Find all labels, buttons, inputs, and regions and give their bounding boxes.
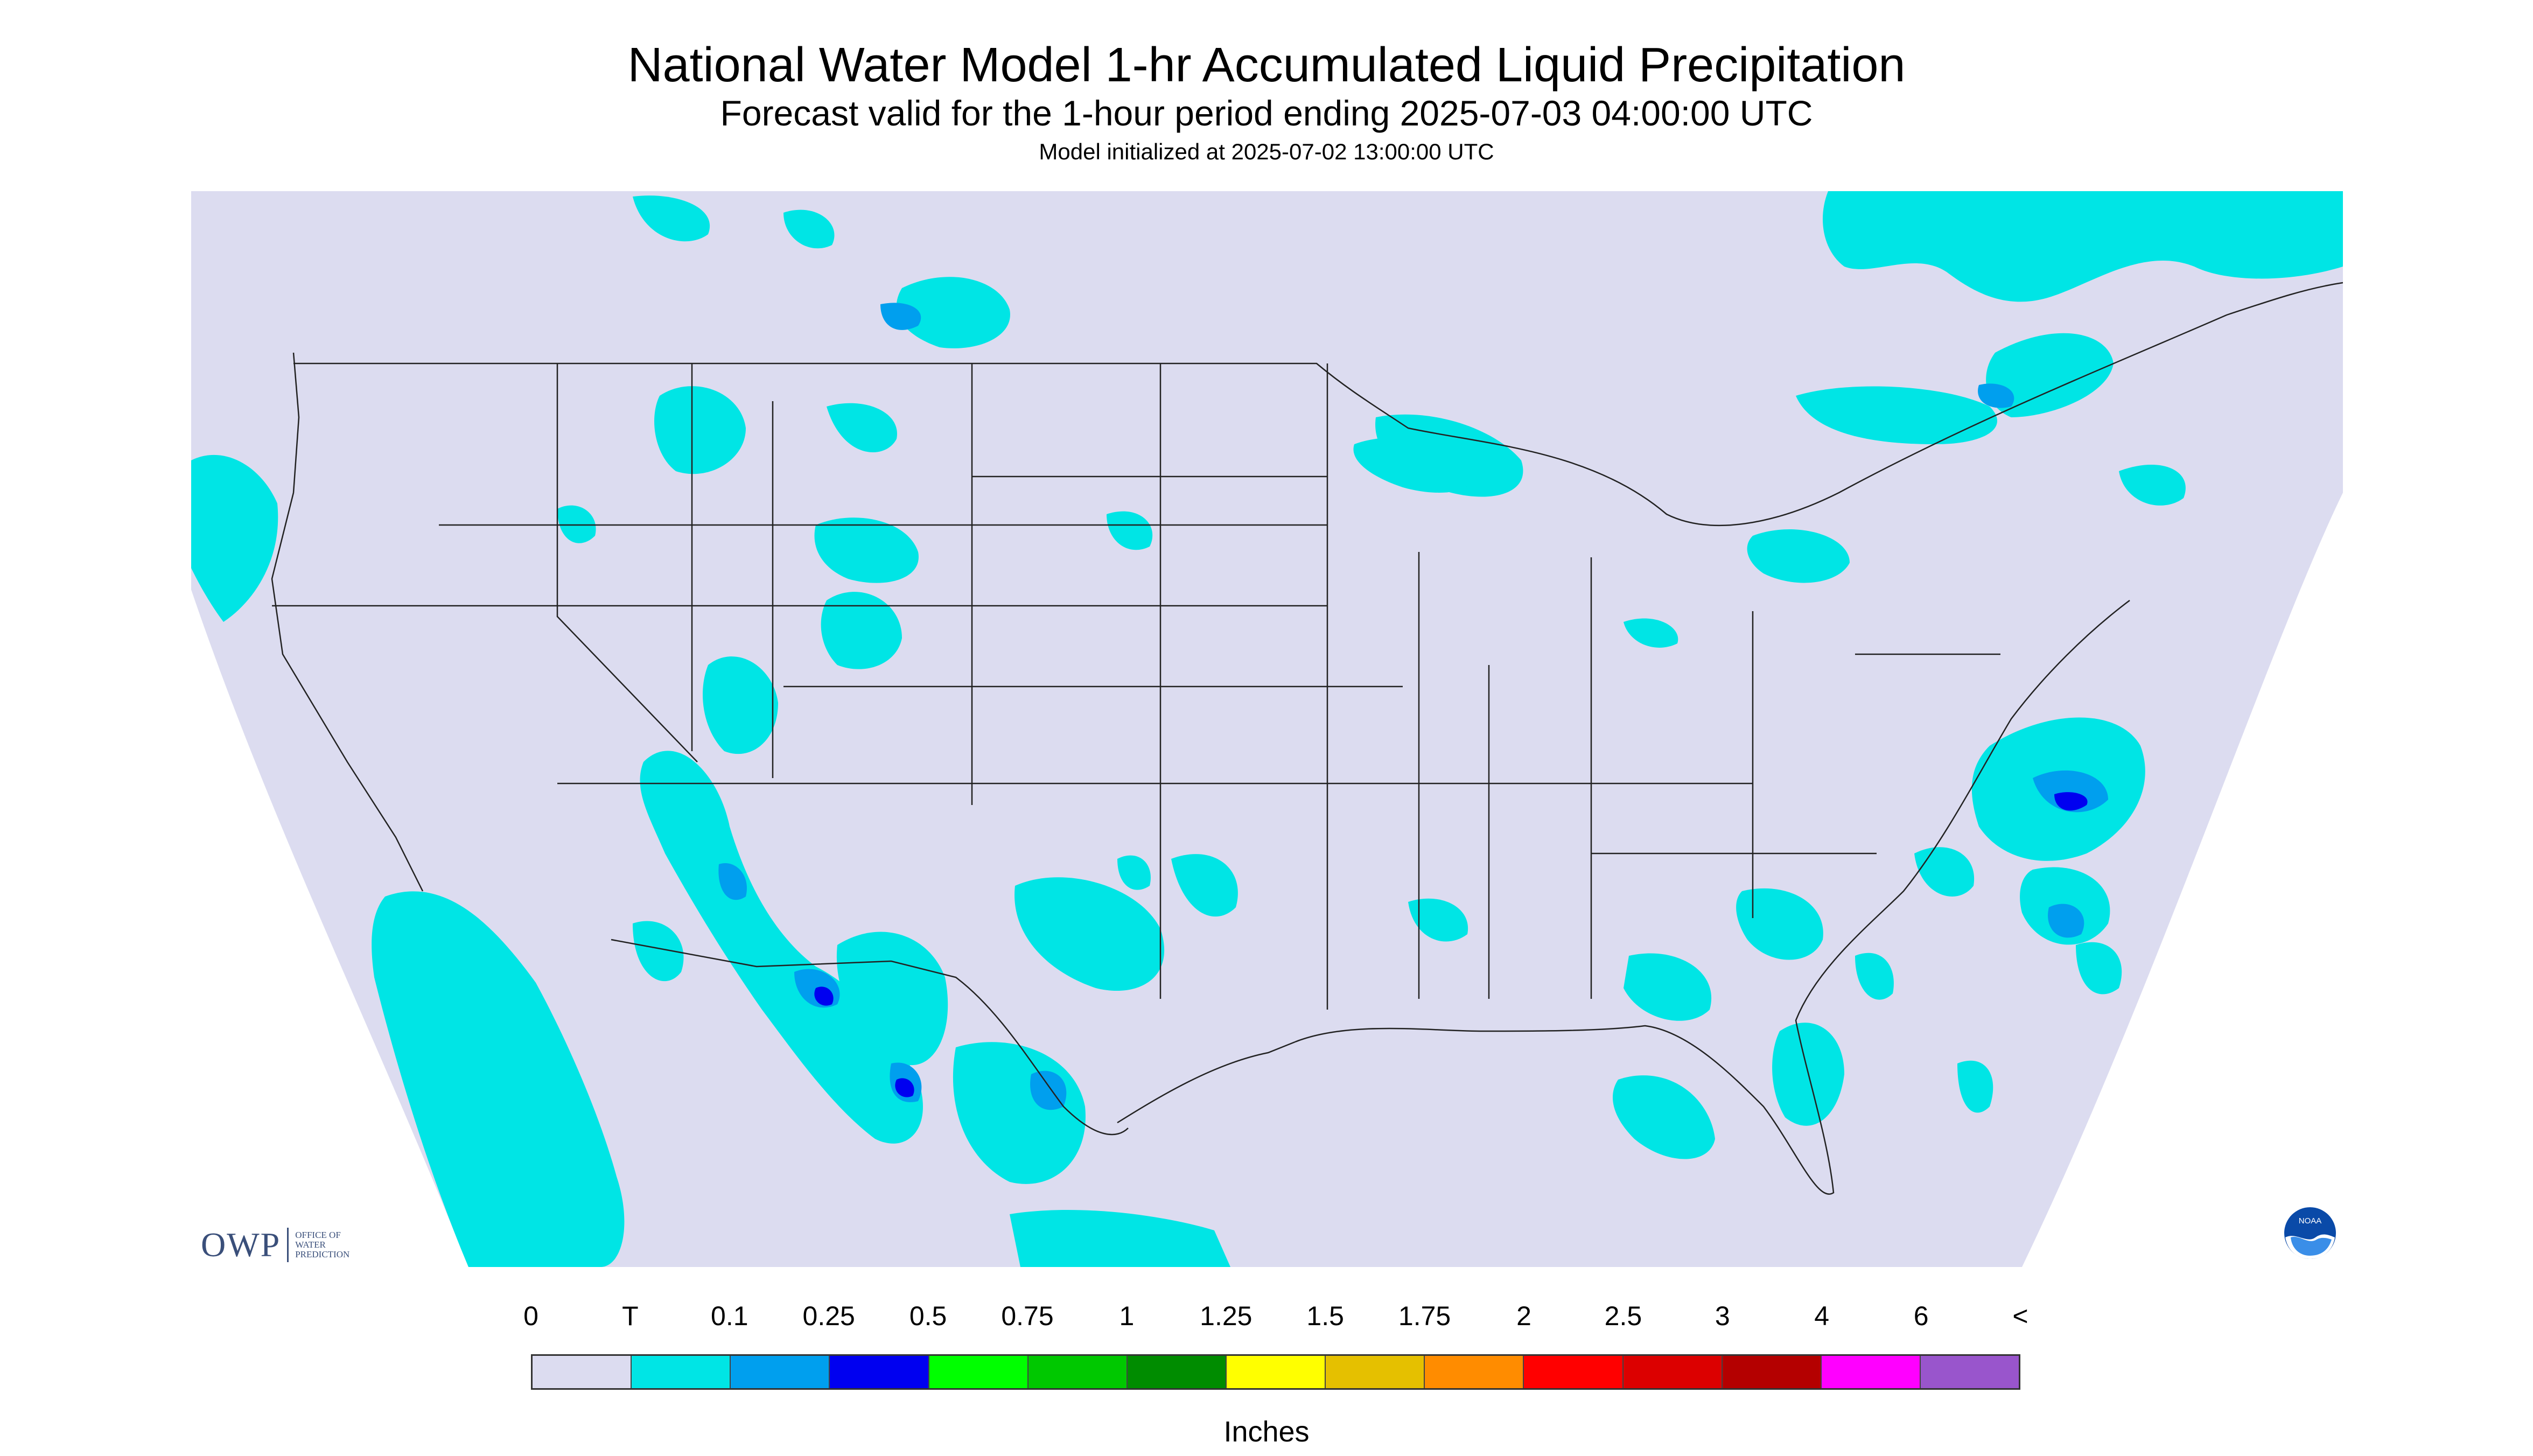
- owp-logo: OWP OFFICE OF WATER PREDICTION: [201, 1225, 349, 1265]
- legend-swatch: [533, 1356, 632, 1388]
- legend-swatch: [1127, 1356, 1227, 1388]
- legend-tick-label: T: [622, 1301, 639, 1331]
- model-init-subtitle: Model initialized at 2025-07-02 13:00:00…: [1039, 139, 1494, 164]
- legend-tick-label: 2.5: [1604, 1301, 1642, 1331]
- legend-tick-label: 0.75: [1001, 1301, 1054, 1331]
- legend-units: Inches: [1223, 1416, 1310, 1448]
- legend-tick-label: 1.5: [1306, 1301, 1344, 1331]
- legend-colorbar: [531, 1354, 2020, 1390]
- legend-swatch: [731, 1356, 830, 1388]
- boundaries: [271, 282, 2343, 1195]
- legend-swatch: [1028, 1356, 1128, 1388]
- legend-swatch: [1722, 1356, 1822, 1388]
- legend-swatch: [1226, 1356, 1326, 1388]
- legend-swatch: [1524, 1356, 1624, 1388]
- legend-swatch: [929, 1356, 1028, 1388]
- legend-tick-label: 3: [1715, 1301, 1730, 1331]
- noaa-logo: NOAA: [2284, 1207, 2336, 1259]
- legend-swatch: [632, 1356, 731, 1388]
- legend-swatch: [830, 1356, 929, 1388]
- legend-swatch: [1920, 1356, 2019, 1388]
- owp-logo-divider: [287, 1228, 289, 1262]
- legend-tick-label: 0.5: [909, 1301, 947, 1331]
- map-title: National Water Model 1-hr Accumulated Li…: [627, 38, 1906, 92]
- legend-tick-label: 4: [1814, 1301, 1830, 1331]
- forecast-subtitle: Forecast valid for the 1-hour period end…: [720, 93, 1813, 133]
- precipitation-areas: [191, 191, 2343, 1267]
- legend-tick-label: 1: [1119, 1301, 1135, 1331]
- legend-swatch: [1326, 1356, 1425, 1388]
- legend-swatch: [1821, 1356, 1921, 1388]
- heavy-precipitation: [814, 792, 2088, 1097]
- owp-logo-mark: OWP: [201, 1226, 281, 1264]
- legend-swatch: [1623, 1356, 1723, 1388]
- noaa-logo-text: NOAA: [2299, 1216, 2322, 1226]
- owp-logo-text: OFFICE OF WATER PREDICTION: [295, 1230, 350, 1259]
- precipitation-map: [191, 191, 2343, 1267]
- legend-swatch: [1425, 1356, 1524, 1388]
- legend-tick-label: 1.75: [1398, 1301, 1451, 1331]
- legend-tick-label: 1.25: [1200, 1301, 1252, 1331]
- legend-tick-label: 0: [523, 1301, 538, 1331]
- legend-tick-label: <: [2012, 1301, 2028, 1331]
- legend-tick-label: 6: [1913, 1301, 1929, 1331]
- legend-tick-label: 0.25: [802, 1301, 855, 1331]
- legend-tick-label: 0.1: [711, 1301, 748, 1331]
- legend-labels: 0 T 0.1 0.25 0.5 0.75 1 1.25 1.5 1.75 2 2.5 3 4 6 <: [0, 1300, 2533, 1338]
- legend-tick-label: 2: [1516, 1301, 1531, 1331]
